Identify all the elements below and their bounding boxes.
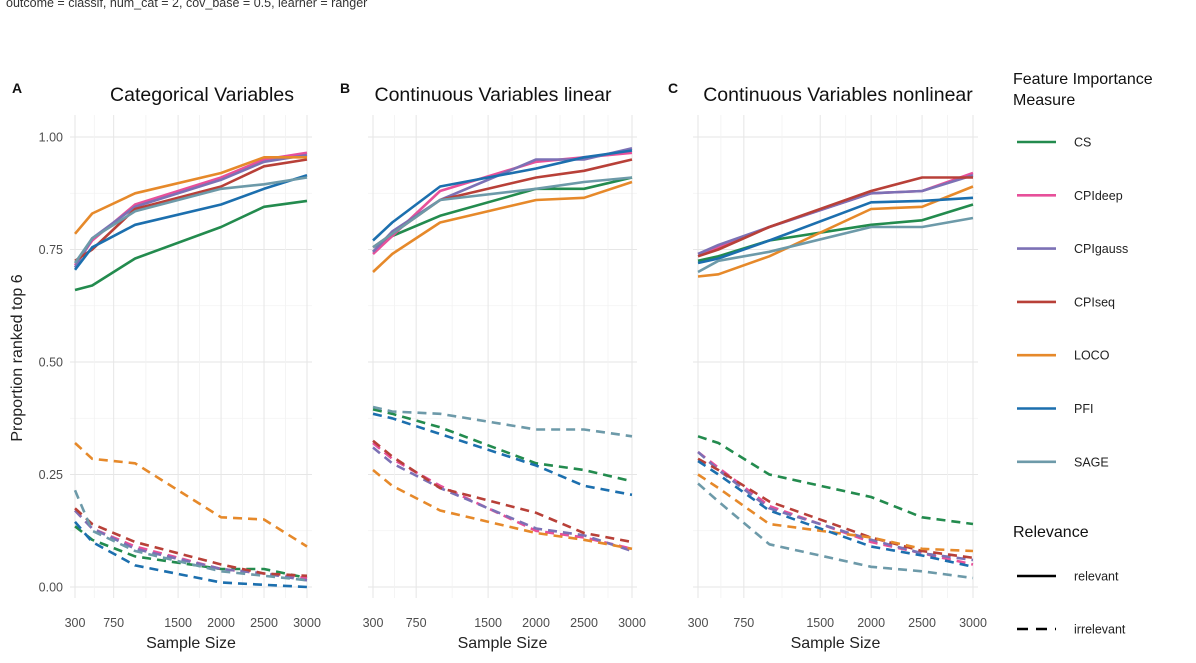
legend-item-irrelevant: irrelevant — [1017, 623, 1126, 637]
legend-label: SAGE — [1074, 455, 1109, 469]
panel-tag: C — [668, 80, 678, 96]
series-line-cpiseq-relevant — [697, 176, 973, 258]
panel-c: 300 750 1500 2000 2500 3000 Sample Size Continu… — [668, 80, 987, 652]
series-line-pfi-irrelevant — [372, 412, 633, 497]
series-line-cpigauss-relevant — [372, 147, 633, 253]
x-tick-label: 2500 — [250, 616, 278, 630]
x-axis-label: Sample Size — [458, 635, 548, 652]
series-line-loco-irrelevant — [697, 473, 974, 553]
x-tick-label: 1500 — [474, 616, 502, 630]
x-tick-label: 3000 — [959, 616, 987, 630]
series-line-cpiseq-relevant — [74, 158, 308, 262]
legend: Feature Importance Measure CS CPIdeep CPIg… — [1013, 71, 1153, 637]
legend-item-loco: LOCO — [1017, 349, 1110, 363]
panels: 300 750 1500 2000 2500 3000 Sample Size Categor… — [9, 80, 987, 652]
series-line-sage-relevant — [73, 176, 308, 264]
legend-item-cpigauss: CPIgauss — [1017, 242, 1128, 256]
series-line-loco-irrelevant — [372, 468, 633, 551]
series-line-sage-irrelevant — [73, 489, 308, 582]
x-tick-label: 2500 — [908, 616, 936, 630]
x-tick-label: 2000 — [522, 616, 550, 630]
x-tick-label: 750 — [103, 616, 124, 630]
series-line-cs-irrelevant — [697, 435, 974, 526]
legend-label: CPIgauss — [1074, 242, 1128, 256]
x-tick-label: 3000 — [293, 616, 321, 630]
legend-label: CPIseq — [1074, 295, 1115, 309]
legend-label: relevant — [1074, 570, 1119, 584]
legend-label: LOCO — [1074, 349, 1110, 363]
x-tick-label: 750 — [406, 616, 427, 630]
legend-item-sage: SAGE — [1017, 455, 1109, 469]
x-tick-label: 3000 — [618, 616, 646, 630]
legend-item-relevant: relevant — [1017, 570, 1119, 584]
figure-caption: outcome = classif, num_cat = 2, cov_base… — [6, 0, 368, 10]
series-line-loco-relevant — [697, 185, 974, 278]
x-tick-label: 300 — [363, 616, 384, 630]
x-axis-label: Sample Size — [146, 635, 236, 652]
series-line-pfi-irrelevant — [74, 520, 308, 589]
legend-title-line1: Feature Importance — [1013, 71, 1153, 88]
series-line-cs-irrelevant — [372, 408, 633, 483]
series-line-pfi-relevant — [697, 196, 974, 265]
legend-relevance: relevant irrelevant — [1017, 570, 1126, 637]
series-line-cpigauss-irrelevant — [697, 451, 974, 562]
series-line-loco-irrelevant — [74, 442, 308, 548]
series-line-loco-relevant — [74, 156, 307, 235]
series-line-sage-irrelevant — [697, 482, 974, 580]
series-line-cpigauss-irrelevant — [372, 446, 633, 553]
series-line-loco-relevant — [372, 180, 633, 273]
x-tick-label: 2500 — [570, 616, 598, 630]
legend-label: irrelevant — [1074, 623, 1126, 637]
series-line-sage-relevant — [372, 176, 633, 249]
x-tick-label: 1500 — [164, 616, 192, 630]
panel-title: Continuous Variables nonlinear — [703, 84, 973, 106]
series-line-cpideep-irrelevant — [372, 441, 633, 551]
panel-tag: B — [340, 80, 350, 96]
x-tick-label: 2000 — [207, 616, 235, 630]
legend-relevance-title: Relevance — [1013, 524, 1089, 541]
legend-label: PFI — [1074, 402, 1093, 416]
y-axis-label: Proportion ranked top 6 — [9, 274, 26, 441]
legend-title-line2: Measure — [1013, 92, 1075, 109]
x-tick-label: 300 — [65, 616, 86, 630]
panel-tag: A — [12, 80, 22, 96]
legend-item-cpiseq: CPIseq — [1017, 295, 1115, 309]
legend-item-cs: CS — [1017, 136, 1091, 150]
series-line-cpideep-relevant — [697, 171, 974, 256]
x-axis-label: Sample Size — [791, 635, 881, 652]
series-line-pfi-relevant — [372, 149, 633, 242]
series-line-pfi-irrelevant — [697, 459, 974, 569]
y-tick-label: 0.75 — [39, 243, 63, 257]
legend-item-pfi: PFI — [1017, 402, 1093, 416]
legend-label: CS — [1074, 136, 1091, 150]
panel-title: Categorical Variables — [110, 84, 294, 106]
series-line-cs-relevant — [74, 199, 308, 292]
x-tick-label: 750 — [733, 616, 754, 630]
y-tick-label: 0.00 — [39, 581, 63, 595]
series-line-cpiseq-irrelevant — [697, 457, 974, 560]
legend-item-cpideep: CPIdeep — [1017, 189, 1123, 203]
series-line-cpigauss-irrelevant — [74, 509, 308, 582]
y-tick-label: 0.25 — [39, 468, 63, 482]
series-line-cpideep-irrelevant — [697, 450, 974, 566]
panel-a: 300 750 1500 2000 2500 3000 Sample Size Categor… — [9, 80, 321, 652]
y-tick-label: 0.50 — [39, 356, 63, 370]
y-tick-label: 1.00 — [39, 131, 63, 145]
x-tick-label: 300 — [688, 616, 709, 630]
panel-b: 300 750 1500 2000 2500 3000 Sample Size Continu… — [340, 80, 646, 652]
legend-label: CPIdeep — [1074, 189, 1123, 203]
series-line-pfi-relevant — [73, 174, 308, 271]
series-line-cpideep-irrelevant — [74, 509, 308, 580]
series-line-cpiseq-irrelevant — [372, 439, 633, 544]
x-tick-label: 2000 — [857, 616, 885, 630]
series-line-sage-irrelevant — [372, 405, 633, 438]
series-line-cpideep-relevant — [73, 151, 308, 267]
x-tick-label: 1500 — [806, 616, 834, 630]
series-line-sage-relevant — [697, 216, 974, 274]
legend-measures: CS CPIdeep CPIgauss CPIseq LOCO PFI SAGE — [1017, 136, 1128, 469]
panel-title: Continuous Variables linear — [374, 84, 612, 106]
